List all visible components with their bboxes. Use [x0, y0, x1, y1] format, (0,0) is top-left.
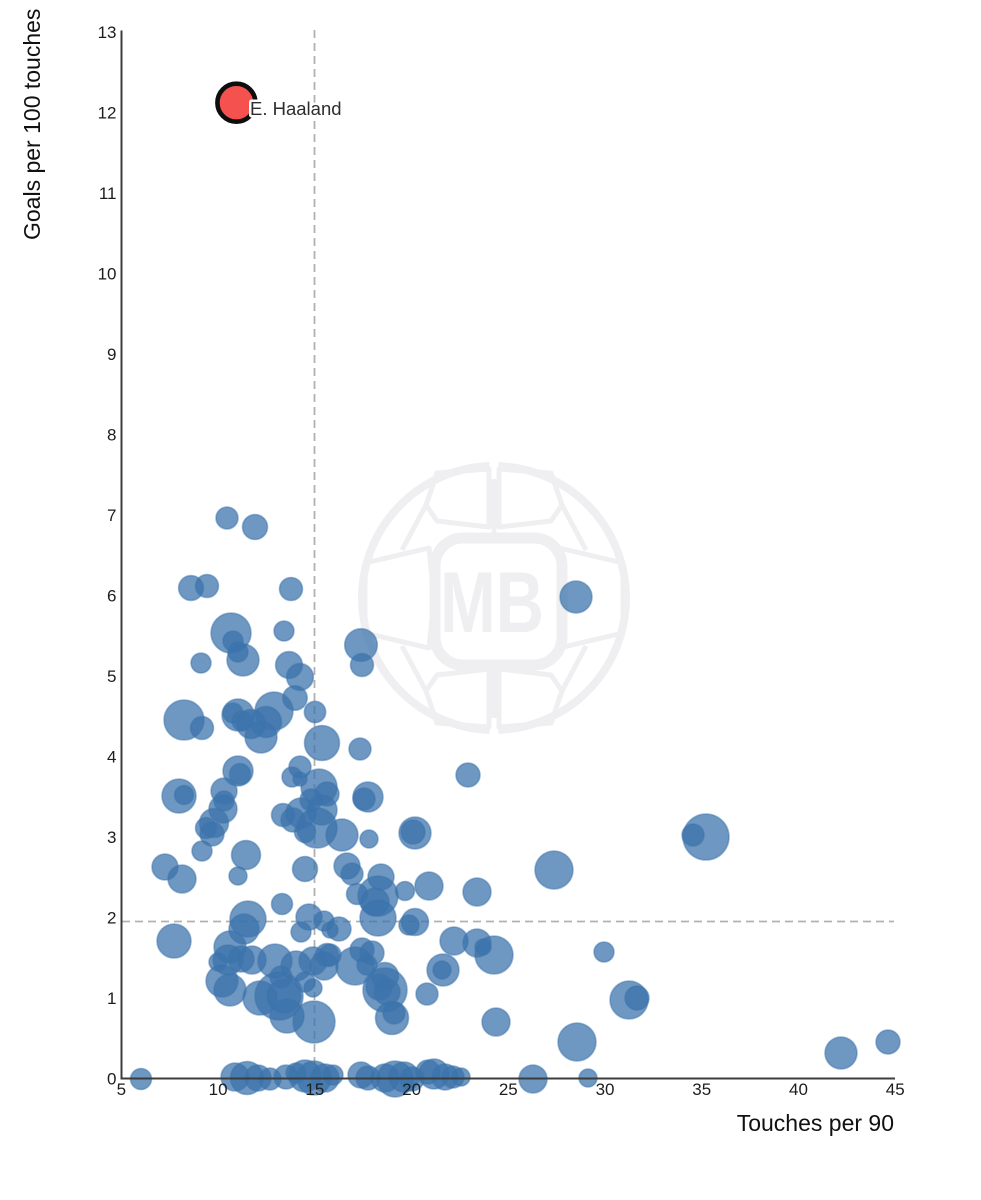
svg-text:13: 13	[98, 23, 117, 42]
svg-text:35: 35	[692, 1080, 711, 1099]
svg-text:30: 30	[596, 1080, 615, 1099]
svg-text:40: 40	[789, 1080, 808, 1099]
svg-text:20: 20	[402, 1080, 421, 1099]
svg-text:6: 6	[107, 586, 116, 605]
svg-text:7: 7	[107, 506, 116, 525]
svg-text:25: 25	[499, 1080, 518, 1099]
svg-text:1: 1	[107, 989, 116, 1008]
svg-text:9: 9	[107, 345, 116, 364]
svg-text:Goals per 100 touches: Goals per 100 touches	[19, 9, 45, 240]
svg-text:5: 5	[117, 1080, 126, 1099]
svg-text:0: 0	[107, 1069, 116, 1088]
svg-text:MB: MB	[440, 555, 544, 651]
svg-text:3: 3	[107, 828, 116, 847]
svg-text:11: 11	[99, 184, 117, 203]
svg-text:Touches per 90: Touches per 90	[737, 1110, 894, 1136]
svg-text:8: 8	[107, 425, 116, 444]
svg-text:45: 45	[886, 1080, 905, 1099]
svg-text:5: 5	[107, 667, 116, 686]
svg-text:15: 15	[305, 1080, 324, 1099]
svg-text:E. Haaland: E. Haaland	[250, 98, 342, 119]
svg-text:2: 2	[107, 908, 116, 927]
svg-text:10: 10	[98, 264, 117, 283]
svg-text:4: 4	[107, 747, 116, 766]
svg-text:12: 12	[98, 103, 117, 122]
svg-text:10: 10	[209, 1080, 228, 1099]
